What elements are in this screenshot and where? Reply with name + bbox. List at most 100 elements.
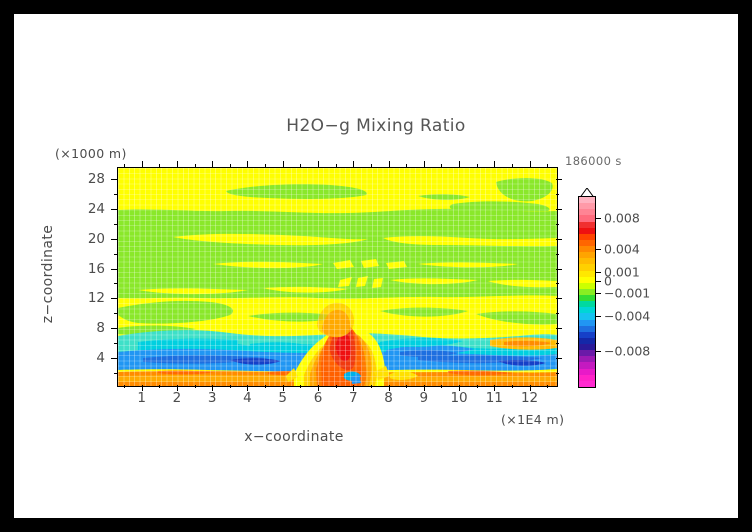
x-axis-tick-minor-top: [370, 164, 372, 167]
x-axis-title: x−coordinate: [244, 429, 344, 445]
y-axis-tick-label: 4: [96, 350, 105, 367]
x-axis-tick-minor-top: [511, 164, 513, 167]
x-axis-tick-label: 3: [207, 390, 217, 406]
colorbar-band: [579, 252, 595, 259]
x-axis-tick-major: [282, 385, 284, 391]
x-axis-tick-label: 7: [348, 390, 358, 406]
colorbar-tick-label: 0.008: [604, 210, 640, 226]
y-axis-tick-minor-right: [556, 373, 559, 375]
x-axis-tick-minor-top: [124, 164, 126, 167]
y-axis-tick-minor-right: [556, 313, 559, 315]
x-axis-tick-minor: [335, 385, 337, 388]
colorbar-tick-mark: [596, 350, 601, 352]
x-axis-tick-label: 1: [137, 390, 146, 406]
x-axis-tick-major-top: [353, 161, 355, 167]
colorbar-band: [579, 264, 595, 271]
colorbar-band: [579, 239, 595, 246]
y-axis-tick-minor: [114, 283, 117, 285]
x-axis-tick-minor: [300, 385, 302, 388]
y-axis-tick-major-right: [556, 238, 562, 240]
colorbar-tick-mark: [596, 271, 601, 273]
x-axis-tick-minor-top: [547, 164, 549, 167]
x-axis-tick-major-top: [423, 161, 425, 167]
y-axis-tick-major-right: [556, 178, 562, 180]
x-axis-tick-label: 9: [419, 390, 429, 406]
colorbar-tick-mark: [596, 281, 601, 283]
colorbar-band: [579, 246, 595, 253]
contour-plot-area: [117, 167, 558, 387]
colorbar-band: [579, 203, 595, 210]
colorbar-band: [579, 331, 595, 338]
colorbar-band: [579, 356, 595, 363]
x-axis-tick-major: [247, 385, 249, 391]
colorbar-band: [579, 344, 595, 351]
colorbar-band: [579, 380, 595, 387]
colorbar-band: [579, 295, 595, 302]
y-axis-tick-label: 24: [87, 200, 105, 217]
x-axis-tick-major: [176, 385, 178, 391]
y-axis-tick-major-right: [556, 298, 562, 300]
y-axis-tick-major: [111, 358, 117, 360]
x-axis-tick-label: 10: [450, 390, 468, 406]
x-axis-tick-label: 12: [520, 390, 539, 406]
colorbar-band: [579, 209, 595, 216]
x-axis-tick-minor-top: [476, 164, 478, 167]
figure-paper: H2O−g Mixing Ratio (×1000 m) (×1E4 m) x−…: [14, 14, 738, 518]
x-axis-tick-major: [353, 385, 355, 391]
x-axis-tick-minor-top: [194, 164, 196, 167]
x-axis-tick-minor: [511, 385, 513, 388]
y-axis-tick-minor-right: [556, 343, 559, 345]
colorbar-band: [579, 282, 595, 289]
colorbar-band: [579, 258, 595, 265]
x-axis-tick-major-top: [529, 161, 531, 167]
y-axis-tick-minor-right: [556, 223, 559, 225]
x-axis-tick-minor: [476, 385, 478, 388]
x-axis-tick-label: 6: [313, 390, 323, 406]
x-axis-tick-minor: [370, 385, 372, 388]
x-axis-tick-label: 4: [243, 390, 252, 406]
x-axis-tick-minor: [265, 385, 267, 388]
x-axis-tick-major-top: [494, 161, 496, 167]
y-axis-tick-major-right: [556, 208, 562, 210]
x-axis-tick-minor-top: [441, 164, 443, 167]
colorbar-band: [579, 337, 595, 344]
colorbar-band: [579, 313, 595, 320]
y-axis-tick-minor: [114, 253, 117, 255]
colorbar-tick-label: 0: [604, 273, 612, 289]
y-axis-tick-label: 16: [87, 260, 105, 277]
x-axis-tick-major: [529, 385, 531, 391]
x-axis-tick-minor-top: [159, 164, 161, 167]
y-axis-tick-major-right: [556, 358, 562, 360]
colorbar-tick-label: −0.004: [604, 308, 651, 324]
colorbar-band: [579, 362, 595, 369]
x-axis-unit-label: (×1E4 m): [501, 412, 565, 427]
y-axis-tick-minor-right: [556, 193, 559, 195]
x-axis-tick-minor-top: [406, 164, 408, 167]
x-axis-tick-label: 11: [485, 390, 503, 406]
contour-field: [118, 168, 557, 386]
x-axis-tick-major: [459, 385, 461, 391]
colorbar-band: [579, 301, 595, 308]
x-axis-tick-minor: [441, 385, 443, 388]
y-axis-tick-label: 8: [96, 320, 105, 337]
x-axis-tick-major: [494, 385, 496, 391]
colorbar-tick-mark: [596, 248, 601, 250]
x-axis-tick-minor: [547, 385, 549, 388]
page-title: H2O−g Mixing Ratio: [286, 116, 466, 136]
y-axis-tick-major: [111, 298, 117, 300]
x-axis-tick-minor-top: [300, 164, 302, 167]
y-axis-tick-major: [111, 328, 117, 330]
x-axis-tick-major-top: [317, 161, 319, 167]
colorbar-tick-mark: [596, 218, 601, 220]
colorbar-tick-mark: [596, 316, 601, 317]
x-axis-tick-major-top: [282, 161, 284, 167]
colorbar-band: [579, 319, 595, 326]
y-axis-tick-minor: [114, 223, 117, 225]
y-axis-tick-major: [111, 238, 117, 240]
colorbar-tick-label: −0.001: [604, 285, 651, 301]
colorbar-gradient: [578, 196, 596, 388]
colorbar-band: [579, 197, 595, 204]
y-axis-tick-label: 12: [87, 290, 105, 307]
y-axis-tick-major: [111, 178, 117, 180]
colorbar-band: [579, 350, 595, 357]
